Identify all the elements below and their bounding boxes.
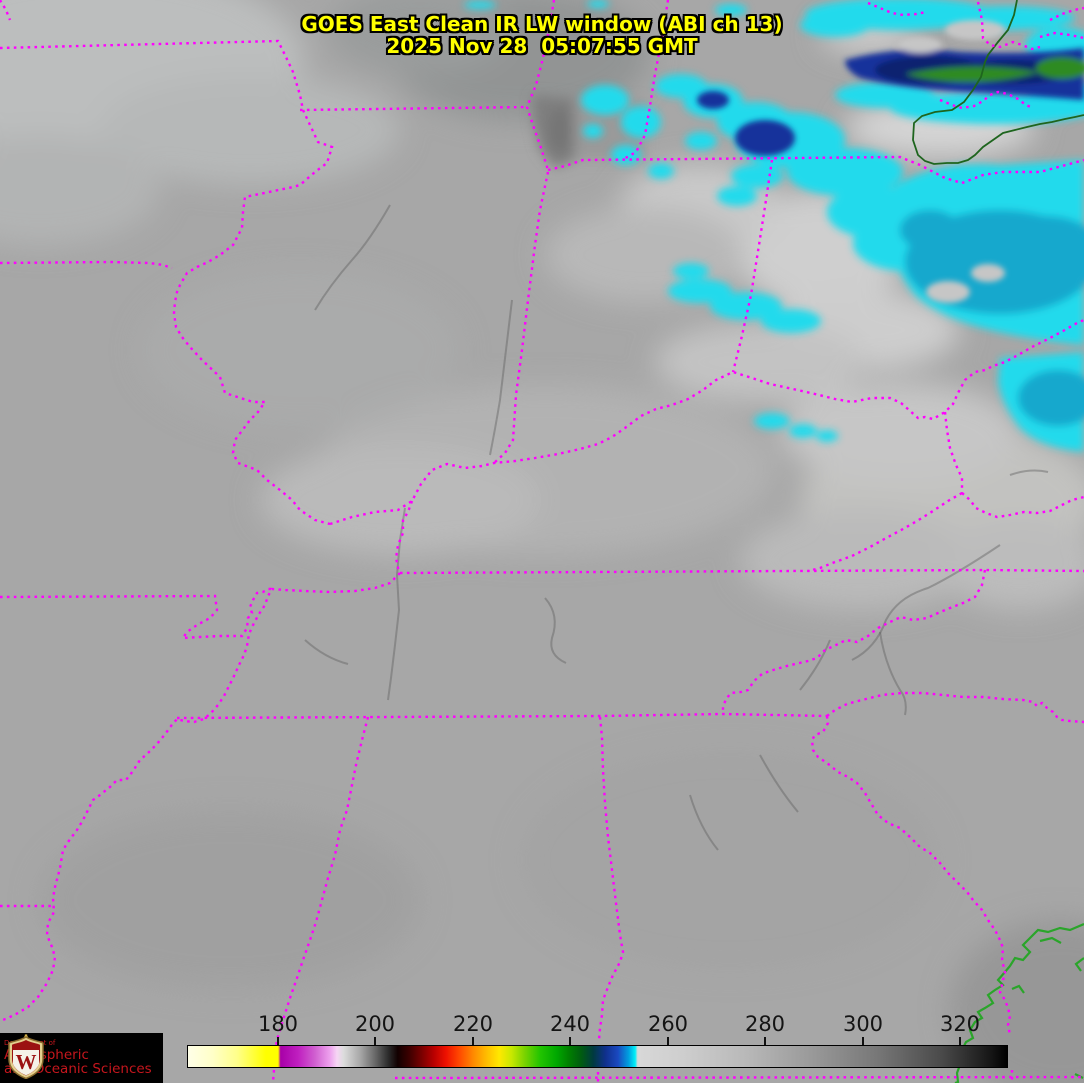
- temperature-colorbar: [187, 1045, 1008, 1068]
- state-boundary: [525, 0, 556, 171]
- state-boundary: [807, 491, 963, 573]
- state-boundary: [0, 587, 272, 640]
- colorbar-tick: [569, 1037, 571, 1045]
- state-boundary: [394, 1075, 1084, 1080]
- colorbar-tick-label: 280: [744, 1012, 786, 1036]
- state-boundary: [810, 715, 1012, 1036]
- crest-monogram: W: [16, 1050, 37, 1074]
- state-boundary: [547, 155, 1084, 185]
- uw-aos-logo: W Department of Atmospheric and Oceanic …: [0, 1033, 163, 1083]
- colorbar-tick: [959, 1037, 961, 1045]
- state-boundary: [961, 492, 1084, 519]
- colorbar-tick-label: 300: [842, 1012, 884, 1036]
- colorbar-tick-label: 260: [647, 1012, 689, 1036]
- state-boundary: [399, 568, 1084, 575]
- state-boundary: [172, 109, 334, 526]
- state-boundary: [176, 712, 828, 720]
- colorbar-tick-label: 220: [452, 1012, 494, 1036]
- colorbar-tick-label: 200: [354, 1012, 396, 1036]
- state-boundary: [0, 500, 414, 1023]
- state-boundary: [329, 318, 1084, 526]
- state-boundary: [0, 39, 305, 111]
- colorbar-tick-label: 240: [549, 1012, 591, 1036]
- cold-cloud-layer: [464, 0, 1084, 452]
- colorbar-tick: [277, 1037, 279, 1045]
- colorbar-tick-label: 180: [257, 1012, 299, 1036]
- uw-crest-icon: W: [8, 1034, 44, 1079]
- colorbar-tick: [667, 1037, 669, 1045]
- state-boundary: [943, 411, 964, 493]
- coldest-cloud-cores: [697, 20, 1084, 303]
- state-boundary: [493, 171, 550, 464]
- colorbar-tick: [374, 1037, 376, 1045]
- colorbar-tick: [764, 1037, 766, 1045]
- state-boundary: [731, 159, 774, 373]
- state-boundary: [0, 260, 173, 270]
- state-boundary: [271, 1069, 276, 1083]
- lake-erie-shoreline: [912, 0, 1084, 165]
- state-boundary: [721, 569, 987, 714]
- colorbar-tick: [472, 1037, 474, 1045]
- colorbar-tick-label: 320: [939, 1012, 981, 1036]
- state-boundary: [976, 1, 1041, 51]
- colorbar-tick: [862, 1037, 864, 1045]
- state-boundary: [1039, 31, 1084, 40]
- state-boundary: [597, 716, 625, 1041]
